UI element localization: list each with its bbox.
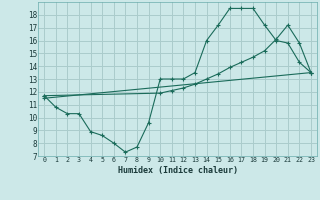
X-axis label: Humidex (Indice chaleur): Humidex (Indice chaleur)	[118, 166, 238, 175]
